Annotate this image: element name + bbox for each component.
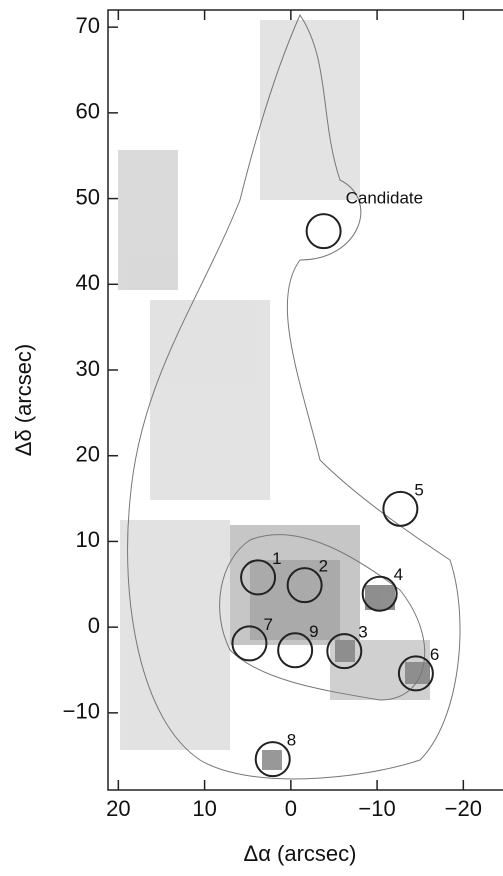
x-tick-label: 20 bbox=[106, 796, 130, 821]
x-tick-label: −10 bbox=[358, 796, 395, 821]
x-tick-label: 0 bbox=[285, 796, 297, 821]
y-tick-label: 10 bbox=[76, 527, 100, 552]
y-tick-label: 60 bbox=[76, 99, 100, 124]
source-label: 2 bbox=[319, 557, 328, 576]
y-tick-label: 20 bbox=[76, 442, 100, 467]
intensity-map bbox=[118, 20, 430, 770]
source-label: 3 bbox=[358, 623, 367, 642]
x-tick-label: 10 bbox=[192, 796, 216, 821]
source-label: 9 bbox=[309, 622, 318, 641]
source-label: 5 bbox=[414, 480, 423, 499]
source-label: 6 bbox=[430, 645, 439, 664]
y-tick-label: 30 bbox=[76, 356, 100, 381]
y-tick-label: 0 bbox=[88, 613, 100, 638]
x-axis-label: Δα (arcsec) bbox=[244, 841, 357, 866]
source-label: 7 bbox=[263, 615, 272, 634]
source-circle bbox=[307, 214, 341, 248]
source-label: 8 bbox=[287, 731, 296, 750]
source: 5 bbox=[383, 480, 423, 526]
source-label: 4 bbox=[394, 565, 403, 584]
x-tick-label: −20 bbox=[445, 796, 482, 821]
source-circle bbox=[383, 492, 417, 526]
source-label: 1 bbox=[272, 549, 281, 568]
y-axis-label: Δδ (arcsec) bbox=[11, 344, 36, 457]
y-tick-label: −10 bbox=[63, 699, 100, 724]
y-tick-label: 40 bbox=[76, 270, 100, 295]
y-tick-label: 70 bbox=[76, 13, 100, 38]
chart: Δα (arcsec) Δδ (arcsec) 20 10 0 −10 −20 −10 0 1… bbox=[0, 0, 503, 871]
y-tick-label: 50 bbox=[76, 184, 100, 209]
source-label: Candidate bbox=[346, 189, 424, 208]
